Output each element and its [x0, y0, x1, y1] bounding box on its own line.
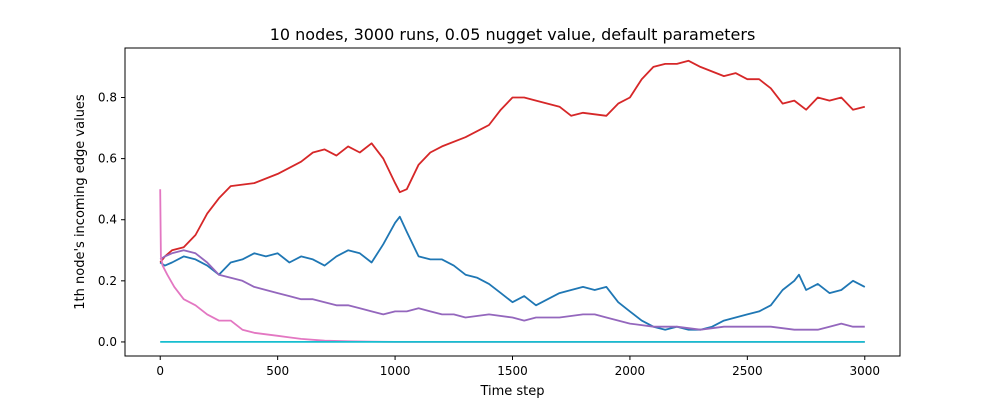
- axes-frame: [124, 47, 901, 357]
- x-tick-label: 1000: [380, 364, 411, 378]
- chart-title: 10 nodes, 3000 runs, 0.05 nugget value, …: [270, 25, 756, 44]
- y-axis: 0.0 0.2 0.4 0.6 0.8: [98, 91, 125, 349]
- y-tick-label: 0.4: [98, 213, 117, 227]
- x-axis-label: Time step: [479, 384, 544, 399]
- x-tick-label: 3000: [849, 364, 880, 378]
- series-line-1: [159, 59, 866, 264]
- series-line-4: [159, 189, 865, 343]
- y-tick-label: 0.2: [98, 274, 117, 288]
- x-tick-label: 2500: [732, 364, 763, 378]
- x-tick-label: 2000: [615, 364, 646, 378]
- x-axis: 0 500 1000 1500 2000 2500 3000: [156, 356, 880, 378]
- series-line-2: [159, 215, 866, 331]
- plot-area: [159, 59, 866, 343]
- x-tick-label: 500: [266, 364, 289, 378]
- x-tick-label: 0: [156, 364, 164, 378]
- y-tick-label: 0.6: [98, 152, 117, 166]
- y-axis-label: 1th node's incoming edge values: [73, 94, 88, 310]
- y-tick-label: 0.8: [98, 91, 117, 105]
- y-tick-label: 0.0: [98, 335, 117, 349]
- x-tick-label: 1500: [497, 364, 528, 378]
- series-line-3: [159, 249, 865, 331]
